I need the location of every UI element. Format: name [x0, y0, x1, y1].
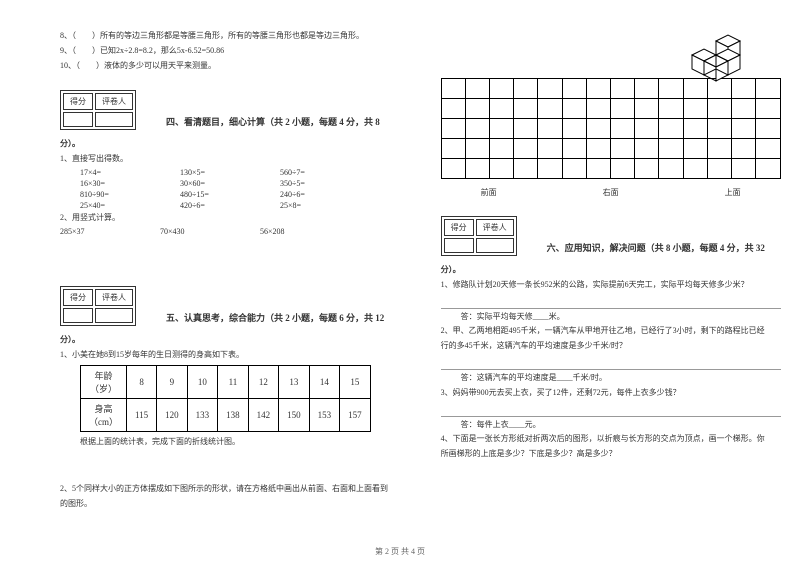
score-label: 得分: [63, 93, 93, 110]
question-10: 10、（ ）液体的多少可以用天平来测量。: [60, 60, 391, 73]
section-5-cont: 分）。: [60, 334, 391, 347]
answer-line: [441, 402, 781, 417]
right-column: 前面 右面 上面 得分评卷人 六、应用知识，解决问题（共 8 小题，每题 4 分…: [441, 28, 781, 545]
score-box-4: 得分评卷人: [60, 90, 136, 130]
a6-2: 答：这辆汽车的平均速度是____千米/时。: [461, 372, 781, 385]
score-label: 得分: [444, 219, 474, 236]
q6-3: 3、妈妈带900元去买上衣，买了12件，还剩72元，每件上衣多少钱？: [441, 387, 781, 400]
height-data-table: 年龄（岁）89101112131415 身高（cm）11512013313814…: [80, 365, 371, 432]
grader-cell: [95, 308, 133, 323]
score-label: 得分: [63, 289, 93, 306]
a6-3: 答：每件上衣____元。: [461, 419, 781, 432]
page: 8、（ ）所有的等边三角形都是等腰三角形，所有的等腰三角形也都是等边三角形。 9…: [0, 0, 800, 565]
q5-1b: 根据上面的统计表，完成下面的折线统计图。: [80, 436, 391, 449]
calc-row: 810÷90=480÷15=240÷6=: [80, 190, 391, 199]
q6-4b: 所画梯形的上底是多少？下底是多少？高是多少？: [441, 448, 781, 461]
calc-row: 17×4=130×5=560÷7=: [80, 168, 391, 177]
section-6-cont: 分）。: [441, 264, 781, 277]
answer-line: [441, 355, 781, 370]
section-6-title: 六、应用知识，解决问题（共 8 小题，每题 4 分，共 32: [547, 241, 765, 256]
section-5-header: 得分评卷人 五、认真思考，综合能力（共 2 小题，每题 6 分，共 12: [60, 276, 391, 326]
q5-1: 1、小美在她8到15岁每年的生日测得的身高如下表。: [60, 349, 391, 362]
q6-2b: 行的多45千米，这辆汽车的平均速度是多少千米/时？: [441, 340, 781, 353]
left-column: 8、（ ）所有的等边三角形都是等腰三角形，所有的等腰三角形也都是等边三角形。 9…: [60, 28, 391, 545]
calc-row: 25×40=420÷6=25×8=: [80, 201, 391, 210]
table-row: 身高（cm）115120133138142150153157: [81, 399, 371, 432]
score-cell: [63, 112, 93, 127]
q6-1: 1、修路队计划20天修一条长952米的公路，实际提前6天完工，实际平均每天修多少…: [441, 279, 781, 292]
label-top: 上面: [725, 187, 741, 198]
score-box-5: 得分评卷人: [60, 286, 136, 326]
question-9: 9、（ ）已知2x÷2.8=8.2，那么5x-6.52=50.86: [60, 45, 391, 58]
question-8: 8、（ ）所有的等边三角形都是等腰三角形，所有的等腰三角形也都是等边三角形。: [60, 30, 391, 43]
calc-row: 16×30=30×60=350÷5=: [80, 179, 391, 188]
calc-block-1: 17×4=130×5=560÷7= 16×30=30×60=350÷5= 810…: [80, 168, 391, 210]
grader-label: 评卷人: [476, 219, 514, 236]
q4-1: 1、直接写出得数。: [60, 153, 391, 166]
section-4-cont: 分）。: [60, 138, 391, 151]
q4-2: 2、用竖式计算。: [60, 212, 391, 225]
score-box-6: 得分评卷人: [441, 216, 517, 256]
section-5-title: 五、认真思考，综合能力（共 2 小题，每题 6 分，共 12: [166, 311, 384, 326]
grader-label: 评卷人: [95, 93, 133, 110]
cubes-icon: [681, 23, 751, 83]
score-cell: [63, 308, 93, 323]
q6-4a: 4、下面是一张长方形纸对折两次后的图形，以折痕与长方形的交点为顶点，画一个梯形。…: [441, 433, 781, 446]
section-4-header: 得分评卷人 四、看清题目，细心计算（共 2 小题，每题 4 分，共 8: [60, 80, 391, 130]
grader-label: 评卷人: [95, 289, 133, 306]
q5-2b: 的图形。: [60, 498, 391, 511]
table-row: 年龄（岁）89101112131415: [81, 366, 371, 399]
grader-cell: [95, 112, 133, 127]
answer-line: [441, 294, 781, 309]
q6-2a: 2、甲、乙两地相距495千米，一辆汽车从甲地开往乙地，已经行了3小时，剩下的路程…: [441, 325, 781, 338]
calc2-row: 285×3770×43056×208: [60, 227, 391, 236]
page-footer: 第 2 页 共 4 页: [0, 546, 800, 557]
drawing-grid: [441, 78, 781, 179]
label-right: 右面: [603, 187, 619, 198]
score-cell: [444, 238, 474, 253]
label-front: 前面: [481, 187, 497, 198]
section-6-header: 得分评卷人 六、应用知识，解决问题（共 8 小题，每题 4 分，共 32: [441, 206, 781, 256]
section-4-title: 四、看清题目，细心计算（共 2 小题，每题 4 分，共 8: [166, 115, 380, 130]
grader-cell: [476, 238, 514, 253]
q5-2a: 2、5个同样大小的正方体摆成如下图所示的形状，请在方格纸中画出从前面、右面和上面…: [60, 483, 391, 496]
a6-1: 答：实际平均每天修____米。: [461, 311, 781, 324]
grid-labels: 前面 右面 上面: [441, 187, 781, 198]
